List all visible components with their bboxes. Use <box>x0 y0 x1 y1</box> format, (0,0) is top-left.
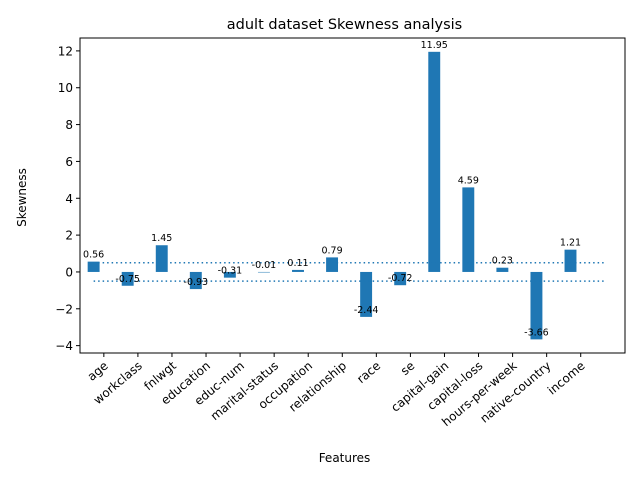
plot-frame <box>79 37 626 354</box>
bar-educ-num <box>223 271 236 278</box>
bar-workclass <box>121 271 134 286</box>
data-label-native-country: -3.66 <box>524 327 549 338</box>
x-tick-label-se: se <box>398 359 417 378</box>
chart-title: adult dataset Skewness analysis <box>227 17 462 33</box>
bar-hours-per-week <box>496 267 509 272</box>
bar-education <box>189 271 202 290</box>
x-axis: ageworkclassfnlwgteducationeduc-nummarit… <box>85 353 588 429</box>
data-label-capital-loss: 4.59 <box>458 175 479 186</box>
y-tick-label: 12 <box>58 44 73 58</box>
y-tick-label: 2 <box>65 229 73 243</box>
data-label-fnlwgt: 1.45 <box>151 233 172 244</box>
bar-fnlwgt <box>155 245 168 272</box>
data-label-se: -0.72 <box>388 273 413 284</box>
y-tick-label: −4 <box>55 339 73 353</box>
data-label-capital-gain: 11.95 <box>421 40 448 51</box>
bar-marital-status <box>257 271 270 273</box>
x-axis-title: Features <box>319 451 371 465</box>
y-tick-label: 4 <box>65 192 73 206</box>
data-label-relationship: 0.79 <box>321 245 342 256</box>
data-label-educ-num: -0.31 <box>218 266 243 277</box>
data-label-marital-status: -0.01 <box>252 260 277 271</box>
y-tick-label: 8 <box>65 118 73 132</box>
bar-capital-loss <box>462 187 475 272</box>
bar-income <box>564 249 577 272</box>
data-label-income: 1.21 <box>560 238 581 249</box>
bar-race <box>360 271 373 317</box>
bar-se <box>394 271 407 286</box>
data-label-hours-per-week: 0.23 <box>492 256 513 267</box>
y-axis: −4 −2 0 2 4 6 8 10 12 <box>55 44 80 353</box>
x-tick-label-income: income <box>545 359 588 398</box>
y-tick-label: −2 <box>55 302 73 316</box>
data-label-occupation: 0.11 <box>287 258 308 269</box>
data-label-education: -0.93 <box>184 277 209 288</box>
data-label-workclass: -0.75 <box>115 274 140 285</box>
y-axis-title: Skewness <box>15 168 29 227</box>
data-labels-layer: 0.56 -0.75 1.45 -0.93 -0.31 -0.01 0.11 0.79 -2.4… <box>83 40 581 339</box>
y-tick-label: 6 <box>65 155 73 169</box>
x-tick-label-age: age <box>85 359 111 384</box>
bar-relationship <box>326 257 339 272</box>
y-tick-label: 0 <box>65 265 73 279</box>
bar-age <box>87 261 100 272</box>
bar-occupation <box>292 269 304 272</box>
reference-lines-layer <box>93 261 605 282</box>
bar-native-country <box>530 271 543 340</box>
x-tick-label-race: race <box>354 359 383 387</box>
bars-layer <box>87 51 577 340</box>
data-label-race: -2.44 <box>354 305 379 316</box>
data-label-age: 0.56 <box>83 250 104 261</box>
bar-capital-gain <box>428 51 441 272</box>
y-tick-label: 10 <box>58 81 73 95</box>
